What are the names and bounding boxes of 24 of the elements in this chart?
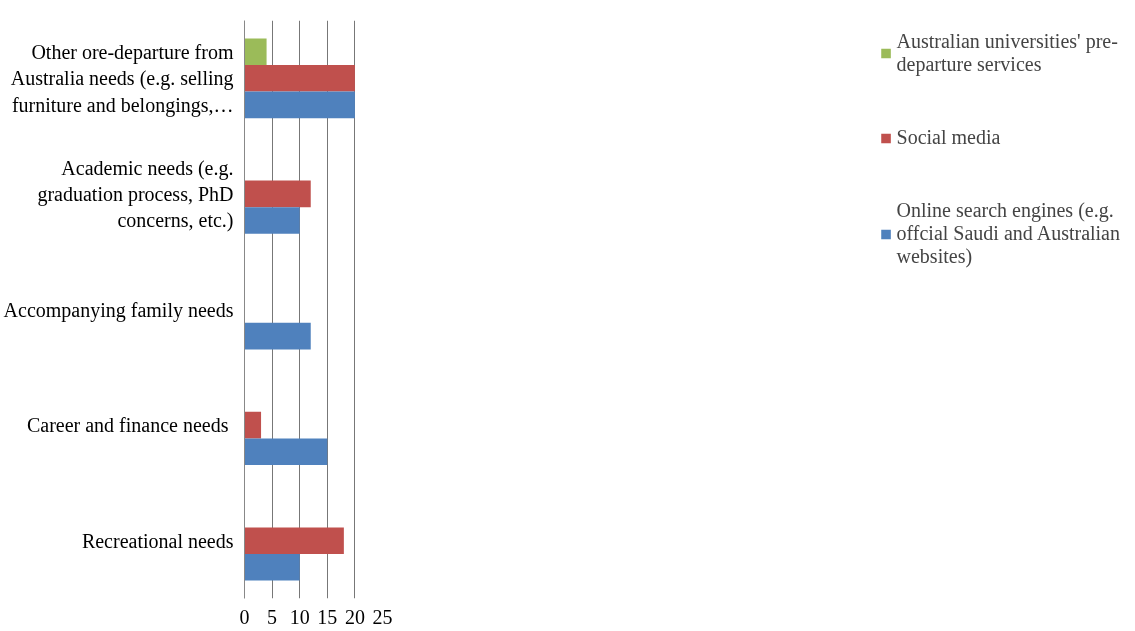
bar <box>244 91 355 119</box>
bar <box>244 38 267 66</box>
bar <box>244 527 344 554</box>
x-tick-label: 0 <box>239 605 250 628</box>
bar <box>244 207 300 234</box>
y-tick-label: Recreational needs <box>81 529 234 552</box>
legend-label: Australian universities' pre-departure services <box>896 30 1118 76</box>
x-tick-label: 25 <box>372 605 393 628</box>
x-tick-label: 10 <box>289 605 310 628</box>
bar <box>244 65 355 92</box>
bar <box>244 180 311 208</box>
y-tick-label: Academic needs (e.g. graduation process, PhD concerns, etc.) <box>37 156 234 233</box>
x-tick-label: 15 <box>317 605 338 628</box>
y-tick-label: Other ore-departure from Australia needs (e.g. selling furniture and belongings,… <box>10 40 234 117</box>
x-tick-label: 20 <box>344 605 365 628</box>
bar <box>244 438 328 465</box>
y-tick-label: Accompanying family needs <box>3 298 234 322</box>
legend-label: Social media <box>896 126 1001 149</box>
bar <box>244 553 300 581</box>
y-tick-label: Career and finance needs <box>26 414 229 437</box>
bar <box>244 411 262 439</box>
legend-label: Online search engines (e.g. offcial Saudi and Australian websites) <box>896 199 1120 268</box>
bar <box>244 322 311 350</box>
x-tick-label: 5 <box>267 605 278 628</box>
